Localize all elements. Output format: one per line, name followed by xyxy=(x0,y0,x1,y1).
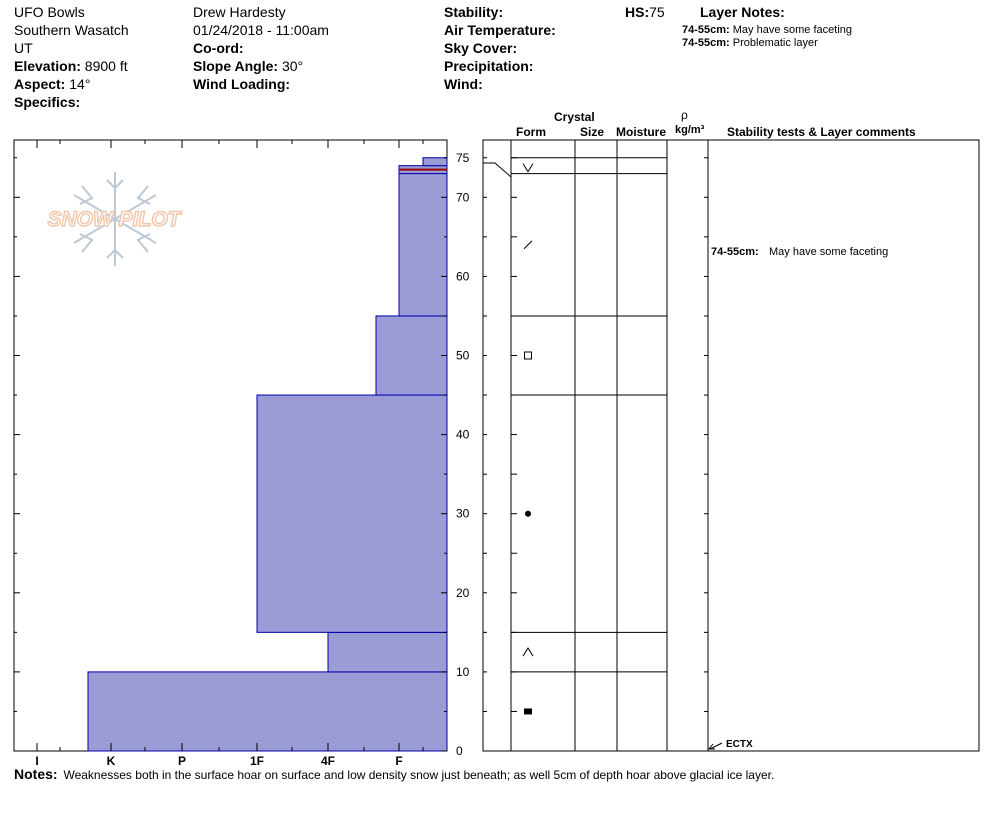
table-frame xyxy=(482,139,980,752)
crystal-symbol xyxy=(524,351,532,360)
aspect-value: 14° xyxy=(69,76,91,92)
y-tick-label: 75 xyxy=(456,151,470,165)
air-temp-label: Air Temperature: xyxy=(444,22,556,38)
hardness-bar xyxy=(87,671,448,752)
y-tick-label: 0 xyxy=(456,744,463,758)
specifics-label: Specifics: xyxy=(14,94,81,110)
profile-line xyxy=(483,162,512,178)
form-header: Form xyxy=(516,125,546,139)
layer-note-text: May have some faceting xyxy=(732,24,852,36)
ectx-arrowhead xyxy=(707,743,715,750)
layer-comment-text: May have some faceting xyxy=(769,246,888,258)
y-tick-label: 40 xyxy=(456,428,470,442)
crystal-symbol xyxy=(522,647,534,657)
notes-field: Notes: Weaknesses both in the surface ho… xyxy=(14,766,774,782)
aspect-label: Aspect: xyxy=(14,76,66,92)
hs-field: HS:75 xyxy=(625,4,665,20)
sky-cover-label: Sky Cover: xyxy=(444,40,518,56)
moisture-header: Moisture xyxy=(616,125,667,139)
hardness-bar xyxy=(422,157,448,167)
notes-text: Weaknesses both in the surface hoar on s… xyxy=(63,768,775,782)
rho-header: ρ xyxy=(681,108,688,122)
logo-text: SNOW PILOT xyxy=(48,208,183,231)
observation-datetime: 01/24/2018 - 11:00am xyxy=(193,22,329,38)
layer-note: 74-55cm: May have some faceting xyxy=(682,24,852,37)
crystal-table xyxy=(482,139,980,752)
ectx-label: ECTX xyxy=(726,739,753,750)
slope-field: Slope Angle: 30° xyxy=(193,58,303,74)
hardness-bar xyxy=(327,631,448,673)
layer-comment-range: 74-55cm: xyxy=(711,246,759,258)
x-tick-label: P xyxy=(178,754,186,768)
hardness-profile: I K P 1F 4F F 0 10 20 30 40 50 60 70 75 xyxy=(13,139,470,768)
ectx-pointer xyxy=(709,742,723,750)
observer-name: Drew Hardesty xyxy=(193,4,286,20)
precipitation-label: Precipitation: xyxy=(444,58,534,74)
hardness-bar xyxy=(375,315,448,396)
snow-profile-chart: SNOW PILOT I K P 1F 4F F 0 10 20 30 40 50 60 70 75 74-… xyxy=(13,139,980,768)
crystal-symbol xyxy=(524,708,532,715)
density-unit-header: kg/m³ xyxy=(675,124,705,136)
hs-value: 75 xyxy=(649,4,665,20)
layer-note-range: 74-55cm: xyxy=(682,37,730,49)
x-tick-label: I xyxy=(35,754,38,768)
y-tick-label: 70 xyxy=(456,190,470,204)
layer-note: 74-55cm: Problematic layer xyxy=(682,37,818,50)
crystal-symbol xyxy=(522,163,534,173)
y-tick-label: 10 xyxy=(456,665,470,679)
x-tick-label: 1F xyxy=(250,754,264,768)
stability-label: Stability: xyxy=(444,4,504,20)
layer-note-text: Problematic layer xyxy=(732,37,818,49)
x-tick-label: F xyxy=(395,754,402,768)
snowpilot-logo: SNOW PILOT xyxy=(47,172,183,266)
state-name: UT xyxy=(14,40,33,56)
elevation-field: Elevation: 8900 ft xyxy=(14,58,128,74)
slope-label: Slope Angle: xyxy=(193,58,279,74)
hardness-bar xyxy=(256,394,448,633)
x-tick-label: 4F xyxy=(321,754,335,768)
y-tick-label: 50 xyxy=(456,349,470,363)
wind-loading-label: Wind Loading: xyxy=(193,76,291,92)
elevation-label: Elevation: xyxy=(14,58,81,74)
snowflake-icon xyxy=(73,172,157,266)
crystal-symbol xyxy=(525,510,531,517)
hardness-bar xyxy=(398,173,448,317)
slope-value: 30° xyxy=(281,58,304,74)
notes-label: Notes: xyxy=(14,766,58,782)
y-tick-label: 60 xyxy=(456,269,470,283)
wind-label: Wind: xyxy=(444,76,483,92)
y-tick-label: 30 xyxy=(456,507,470,521)
hs-label: HS: xyxy=(625,4,650,20)
crystal-header: Crystal xyxy=(554,110,595,124)
location-name: UFO Bowls xyxy=(14,4,85,20)
layer-notes-label: Layer Notes: xyxy=(700,4,785,20)
layer-note-range: 74-55cm: xyxy=(682,24,730,36)
comments-header: Stability tests & Layer comments xyxy=(727,125,916,139)
aspect-field: Aspect: 14° xyxy=(14,76,90,92)
elevation-value: 8900 ft xyxy=(84,58,128,74)
range-name: Southern Wasatch xyxy=(14,22,129,38)
crystal-symbol xyxy=(523,240,533,250)
coord-label: Co-ord: xyxy=(193,40,244,56)
x-tick-label: K xyxy=(107,754,116,768)
y-tick-label: 20 xyxy=(456,586,470,600)
size-header: Size xyxy=(580,125,605,139)
